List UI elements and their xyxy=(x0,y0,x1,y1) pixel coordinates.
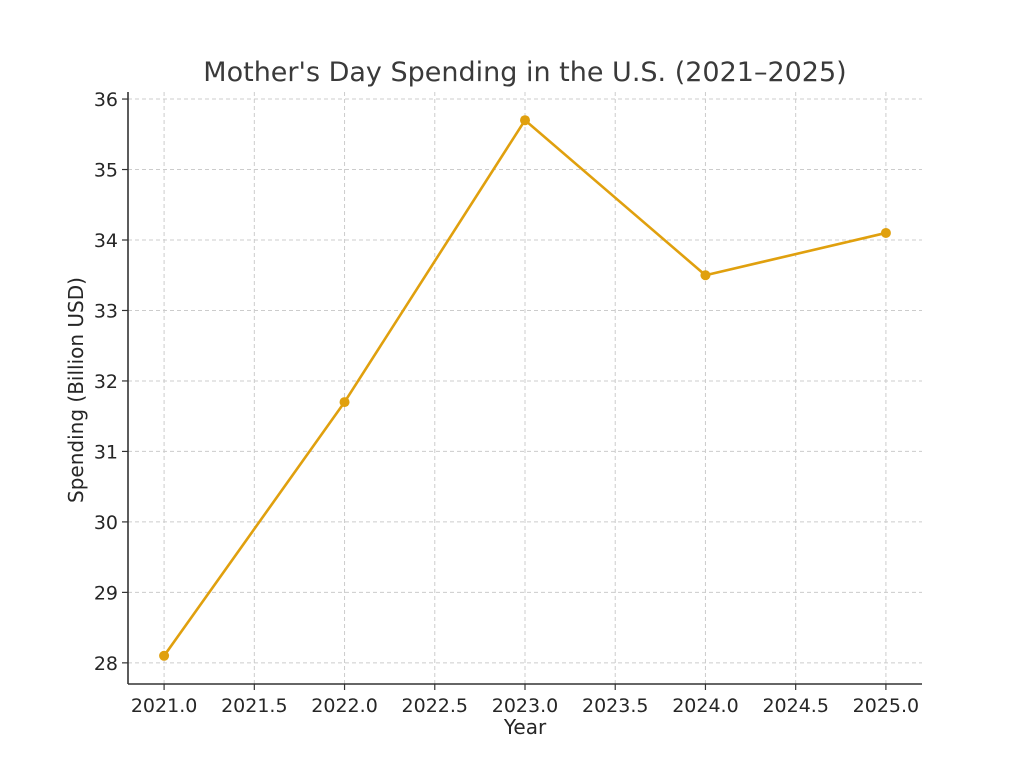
x-tick-label: 2022.5 xyxy=(402,695,468,717)
y-tick-label: 28 xyxy=(94,653,118,675)
y-tick-label: 29 xyxy=(94,582,118,604)
data-point xyxy=(880,227,891,238)
y-tick-label: 36 xyxy=(94,89,118,111)
x-tick-label: 2021.5 xyxy=(221,695,287,717)
axes-layer: 2021.0 2021.5 2022.0 2022.5 2023.0 2023.5 2024… xyxy=(94,89,922,717)
x-tick-label: 2021.0 xyxy=(131,695,197,717)
x-tick-label: 2025.0 xyxy=(853,695,919,717)
y-tick-label: 32 xyxy=(94,371,118,393)
y-axis-label: Spending (Billion USD) xyxy=(64,277,88,503)
y-tick-label: 30 xyxy=(94,512,118,534)
chart-title: Mother's Day Spending in the U.S. (2021–… xyxy=(203,57,846,88)
data-point xyxy=(520,115,530,126)
x-tick-label: 2023.5 xyxy=(582,695,648,717)
x-tick-label: 2024.5 xyxy=(762,695,828,717)
x-tick-label: 2024.0 xyxy=(672,695,738,717)
data-point xyxy=(159,650,170,661)
grid-layer xyxy=(128,92,922,684)
x-tick-label: 2022.0 xyxy=(311,695,377,717)
series-layer xyxy=(159,115,891,661)
y-tick-label: 35 xyxy=(94,160,118,182)
y-tick-label: 31 xyxy=(94,441,118,463)
y-tick-label: 33 xyxy=(94,300,118,322)
data-point xyxy=(700,270,711,281)
y-tick-label: 34 xyxy=(94,230,118,252)
data-point xyxy=(339,397,350,408)
x-axis-label: Year xyxy=(503,715,547,739)
x-tick-label: 2023.0 xyxy=(492,695,558,717)
